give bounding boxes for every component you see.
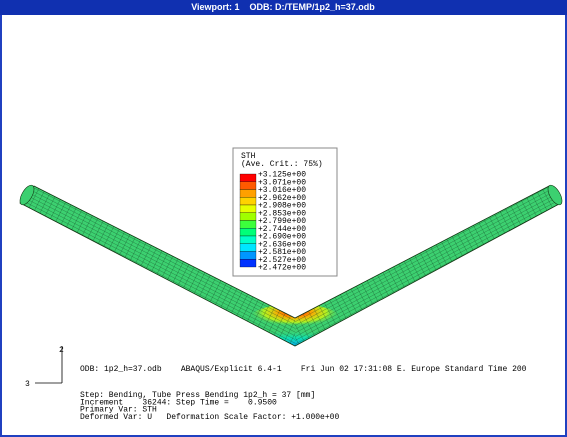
legend-swatch xyxy=(240,205,256,213)
legend-swatch xyxy=(240,197,256,205)
legend-swatch xyxy=(240,182,256,190)
legend-swatch xyxy=(240,213,256,221)
triad-label: 2 xyxy=(59,346,64,355)
legend-criterion: (Ave. Crit.: 75%) xyxy=(241,160,323,169)
legend: STH (Ave. Crit.: 75%) +3.125e+00+3.071e+… xyxy=(233,148,337,276)
info-line: Deformed Var: U Deformation Scale Factor… xyxy=(80,413,339,422)
legend-swatch xyxy=(240,259,256,267)
legend-swatch xyxy=(240,228,256,236)
legend-swatch xyxy=(240,252,256,260)
triad-label: 3 xyxy=(25,380,30,389)
legend-swatch xyxy=(240,221,256,229)
page: Viewport: 1 ODB: D:/TEMP/1p2_h=37.odb ST… xyxy=(0,0,567,437)
legend-value: +2.472e+00 xyxy=(258,264,306,273)
viewport: Viewport: 1 ODB: D:/TEMP/1p2_h=37.odb ST… xyxy=(0,0,567,437)
info-header: ODB: 1p2_h=37.odb ABAQUS/Explicit 6.4-1 … xyxy=(80,365,527,374)
legend-swatch xyxy=(240,236,256,244)
legend-swatch xyxy=(240,190,256,198)
legend-swatch xyxy=(240,174,256,182)
title: Viewport: 1 ODB: D:/TEMP/1p2_h=37.odb xyxy=(191,2,375,12)
legend-swatch xyxy=(240,244,256,252)
